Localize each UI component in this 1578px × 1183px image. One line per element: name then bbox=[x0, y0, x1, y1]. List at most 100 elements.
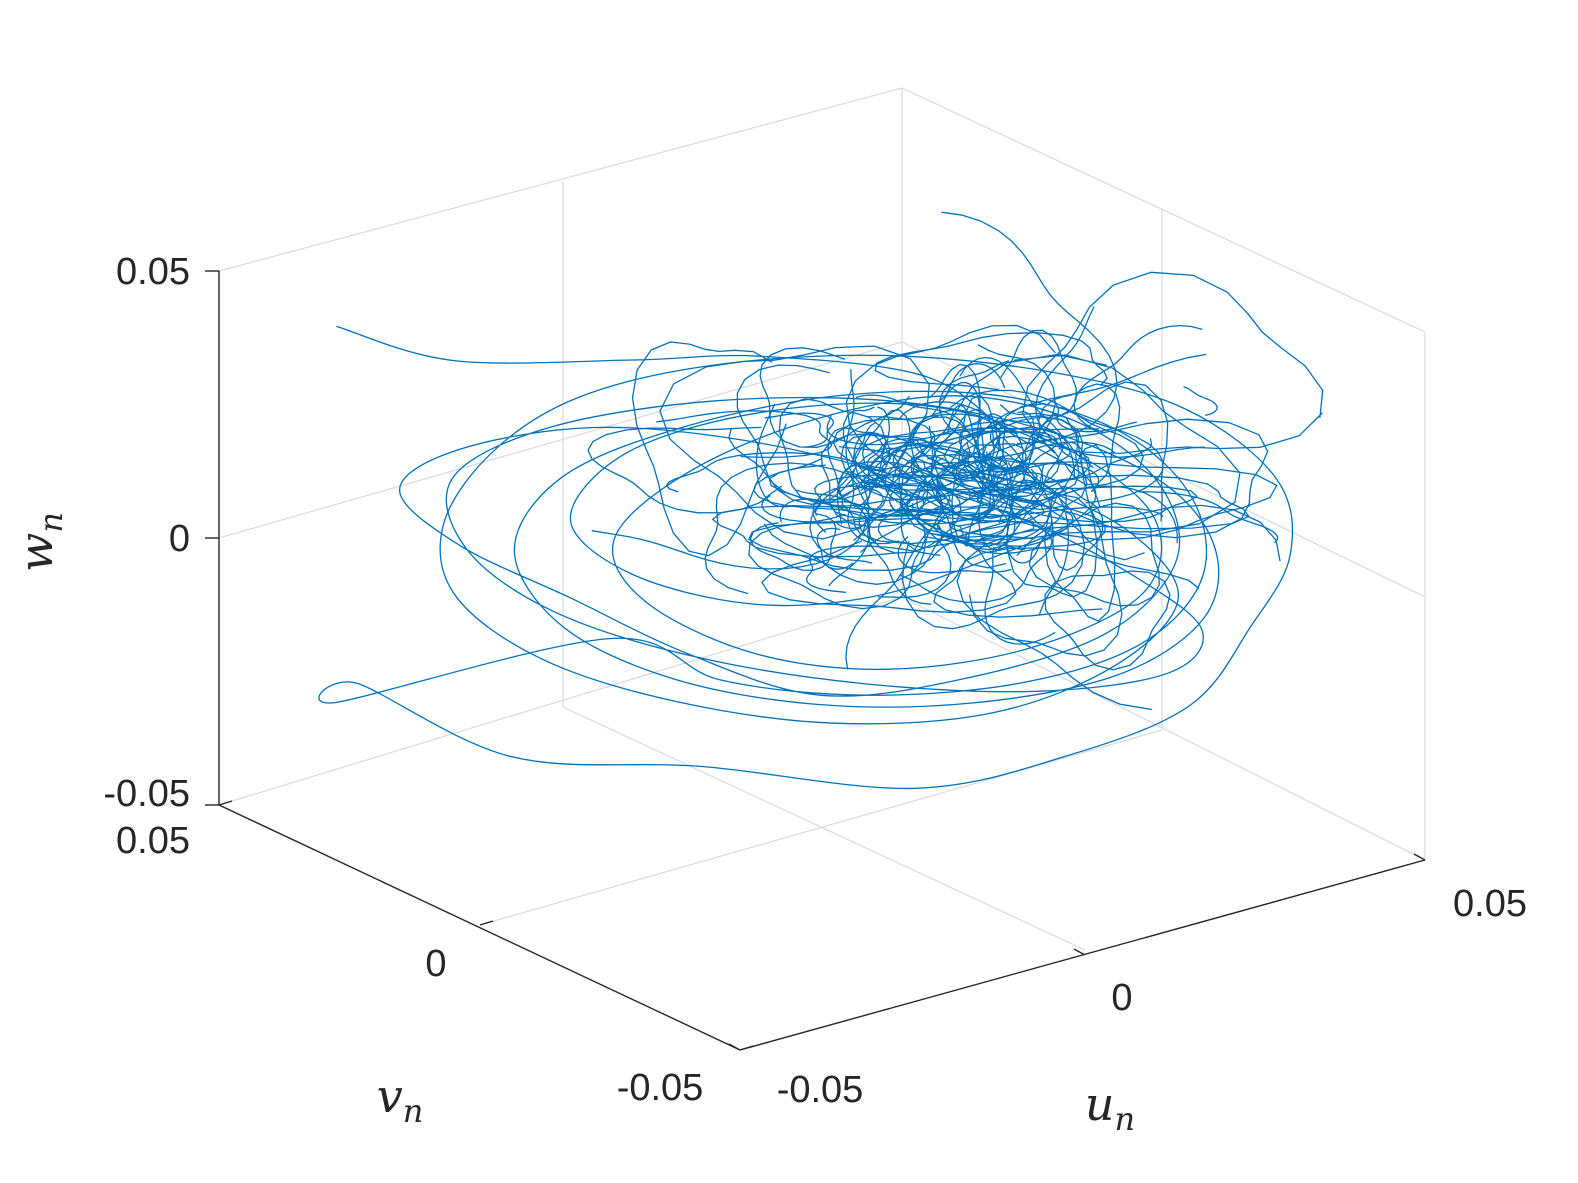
trajectory-loop bbox=[847, 470, 974, 491]
x-tick-label: 0.05 bbox=[1453, 883, 1527, 925]
z-axis-title: wn bbox=[9, 512, 70, 572]
x-axis-title-sub: n bbox=[1115, 1100, 1136, 1138]
axes bbox=[205, 270, 1426, 1051]
y-tick-label: 0.05 bbox=[116, 820, 190, 862]
trajectory-loop bbox=[1183, 386, 1218, 416]
trajectory-loop bbox=[761, 485, 951, 523]
x-tick bbox=[1073, 948, 1086, 956]
trajectory-loop bbox=[867, 508, 940, 605]
trajectory-loop bbox=[968, 493, 1123, 657]
back-grid bbox=[218, 87, 1426, 951]
trajectory-loop bbox=[881, 443, 1007, 478]
trajectory-group bbox=[318, 211, 1324, 790]
trajectory-loop bbox=[845, 324, 1056, 524]
trajectory-loop bbox=[956, 504, 1281, 711]
trajectory-loop bbox=[1004, 518, 1053, 564]
grid-line bbox=[901, 341, 1426, 598]
trajectory-loop bbox=[899, 353, 1241, 542]
trajectory-loop bbox=[748, 517, 964, 571]
trajectory-loop bbox=[768, 464, 1038, 525]
trajectory-loop bbox=[736, 364, 913, 505]
y-axis-line bbox=[218, 804, 741, 1051]
trajectory-loop bbox=[977, 485, 1198, 523]
grid-line bbox=[218, 87, 903, 272]
trajectory-loop bbox=[908, 474, 1250, 530]
z-tick-label: 0.05 bbox=[116, 251, 190, 293]
y-axis-title-sub: n bbox=[403, 1092, 424, 1130]
z-tick-label: -0.05 bbox=[103, 773, 190, 815]
grid-line bbox=[562, 706, 1086, 951]
grid-line bbox=[901, 87, 1426, 333]
trajectory-loop bbox=[1053, 400, 1138, 433]
trajectory-loop bbox=[587, 426, 771, 514]
trajectory-loop bbox=[989, 410, 1035, 463]
trajectory-loop bbox=[631, 341, 787, 557]
trajectory-loop bbox=[973, 418, 1269, 539]
trajectory-loop bbox=[1138, 491, 1279, 544]
x-tick bbox=[1413, 853, 1426, 861]
x-tick bbox=[728, 1043, 741, 1051]
trajectory-loop bbox=[899, 486, 1005, 543]
trajectory-loop bbox=[832, 413, 1001, 499]
trajectory-loop bbox=[933, 547, 1200, 618]
trajectory-loop bbox=[999, 329, 1077, 417]
grid-line bbox=[901, 596, 1426, 861]
x-tick-label: 0 bbox=[1111, 977, 1132, 1019]
trajectory-loop bbox=[916, 430, 1018, 512]
z-tick-label: 0 bbox=[169, 518, 190, 560]
trajectory-loop bbox=[1043, 444, 1116, 622]
trajectory-loop bbox=[1050, 485, 1104, 571]
trajectory-loop bbox=[939, 381, 981, 464]
y-tick-label: -0.05 bbox=[617, 1067, 704, 1109]
y-tick bbox=[479, 920, 494, 926]
trajectory-loop bbox=[964, 496, 1106, 555]
trajectory-loop bbox=[591, 514, 867, 570]
trajectory-loop bbox=[984, 546, 1056, 645]
trajectory-loop bbox=[1044, 570, 1171, 671]
trajectory-loop bbox=[947, 404, 984, 502]
trajectory-loop bbox=[755, 403, 797, 508]
trajectory-loop bbox=[759, 347, 910, 448]
grid-line bbox=[479, 729, 1163, 926]
trajectory-loop bbox=[656, 410, 833, 459]
x-axis-title: un bbox=[1085, 1077, 1135, 1138]
trajectory-loop bbox=[778, 398, 887, 504]
trajectory-loop bbox=[957, 441, 1116, 488]
trajectory-loop bbox=[853, 419, 1065, 519]
x-axis-line bbox=[739, 859, 1426, 1051]
x-axis-title-main: u bbox=[1085, 1077, 1115, 1131]
trajectory-loop bbox=[866, 438, 968, 472]
z-axis-title-main: w bbox=[9, 533, 63, 572]
trajectory-loop bbox=[812, 482, 962, 575]
trajectory-loop bbox=[659, 345, 930, 540]
trajectory-loop bbox=[837, 488, 884, 530]
trajectory-series-line bbox=[318, 325, 1294, 790]
y-tick bbox=[739, 1045, 754, 1051]
trajectory-loop bbox=[858, 441, 957, 543]
trajectory-loop bbox=[665, 452, 887, 493]
trajectory-loop bbox=[820, 432, 996, 528]
grid-line bbox=[218, 341, 903, 539]
trajectory-loop bbox=[749, 513, 837, 571]
trajectory-loop bbox=[949, 389, 1164, 504]
trajectory-loop bbox=[845, 368, 937, 501]
trajectory-loop bbox=[928, 427, 1153, 484]
trajectory-loop bbox=[761, 535, 1017, 613]
trajectory-loop bbox=[838, 445, 929, 553]
y-axis-title-main: v bbox=[377, 1069, 403, 1123]
trajectory-loop bbox=[728, 415, 936, 502]
y-tick bbox=[218, 800, 233, 806]
y-axis-title: vn bbox=[377, 1069, 424, 1130]
trajectory-loop bbox=[764, 412, 834, 448]
trajectory-loop bbox=[941, 211, 1118, 445]
trajectory-loop bbox=[855, 394, 967, 429]
trajectory-loop bbox=[916, 363, 984, 482]
trajectory-loop bbox=[860, 462, 984, 541]
trajectory-loop bbox=[1038, 383, 1121, 486]
trajectory-loop bbox=[929, 504, 1009, 538]
grid-line bbox=[218, 596, 903, 806]
trajectory-loop bbox=[816, 527, 854, 570]
trajectory-loop bbox=[1022, 271, 1324, 455]
x-tick-label: -0.05 bbox=[777, 1069, 864, 1111]
trajectory-loop bbox=[958, 413, 1006, 470]
